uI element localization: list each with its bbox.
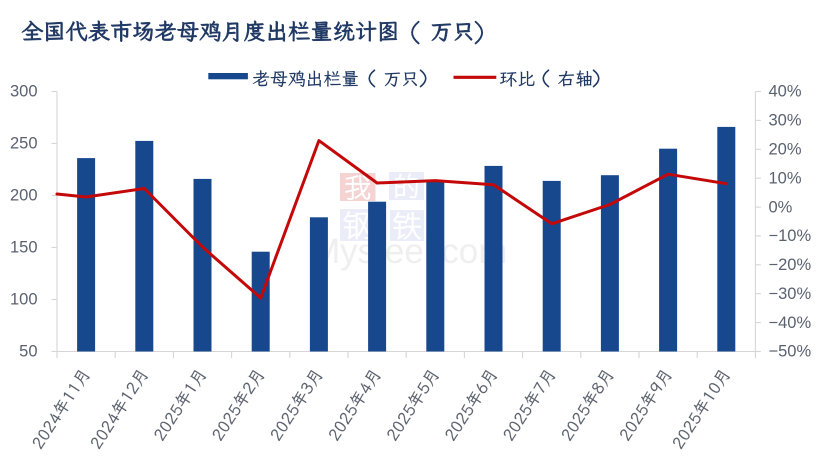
svg-text:10%: 10%	[769, 169, 802, 187]
svg-text:40%: 40%	[769, 83, 802, 101]
svg-text:0%: 0%	[769, 198, 793, 216]
svg-text:100: 100	[10, 291, 38, 309]
svg-text:−30%: −30%	[769, 285, 812, 303]
svg-text:30%: 30%	[769, 112, 802, 130]
svg-text:−40%: −40%	[769, 314, 812, 332]
svg-text:−10%: −10%	[769, 227, 812, 245]
svg-text:Mysteel.com: Mysteel.com	[311, 232, 507, 271]
svg-text:150: 150	[10, 239, 38, 257]
svg-text:300: 300	[10, 83, 38, 101]
svg-text:−20%: −20%	[769, 256, 812, 274]
svg-text:−50%: −50%	[769, 343, 812, 361]
svg-text:200: 200	[10, 187, 38, 205]
svg-text:20%: 20%	[769, 141, 802, 159]
svg-text:250: 250	[10, 135, 38, 153]
svg-text:50: 50	[19, 343, 37, 361]
